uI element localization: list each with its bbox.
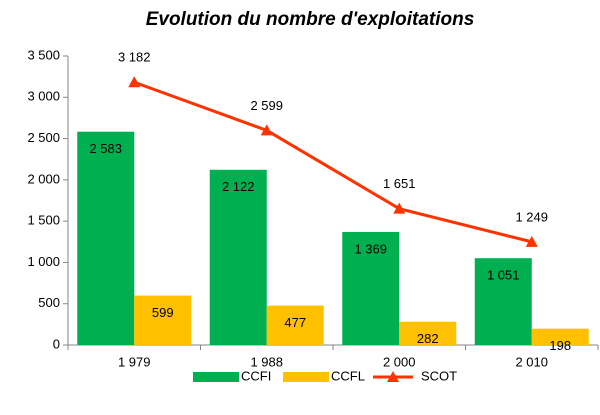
bar — [77, 131, 135, 345]
bar — [342, 231, 400, 345]
data-label: 3 182 — [118, 50, 151, 65]
data-label: 599 — [152, 305, 174, 320]
y-tick-label: 0 — [53, 336, 60, 351]
data-label: 1 651 — [383, 176, 416, 191]
legend-swatch — [193, 372, 239, 382]
line-marker — [128, 76, 141, 88]
line-marker — [525, 235, 538, 247]
y-tick-label: 1 500 — [27, 213, 60, 228]
data-label: 1 051 — [487, 268, 520, 283]
legend-label: CCFI — [241, 368, 271, 383]
x-tick-label: 1 988 — [250, 354, 283, 369]
legend-swatch — [283, 372, 329, 382]
x-tick-label: 2 000 — [383, 354, 416, 369]
data-label: 2 599 — [250, 98, 283, 113]
y-tick-label: 1 000 — [27, 254, 60, 269]
y-tick-label: 500 — [38, 295, 60, 310]
data-label: 2 583 — [89, 141, 122, 156]
legend-label: CCFL — [331, 368, 365, 383]
y-tick-label: 2 500 — [27, 130, 60, 145]
data-label: 282 — [417, 331, 439, 346]
data-label: 198 — [549, 338, 571, 353]
data-label: 2 122 — [222, 179, 255, 194]
x-tick-label: 1 979 — [118, 354, 151, 369]
legend-label: SCOT — [421, 368, 457, 383]
y-tick-label: 3 000 — [27, 89, 60, 104]
data-label: 1 369 — [354, 241, 387, 256]
y-tick-label: 2 000 — [27, 171, 60, 186]
chart-title: Evolution du nombre d'exploitations — [146, 9, 475, 30]
legend-marker — [387, 371, 399, 382]
line-marker — [393, 202, 406, 214]
data-label: 1 249 — [515, 209, 548, 224]
bar — [209, 169, 267, 345]
bar — [399, 321, 457, 345]
line — [133, 80, 533, 244]
bar — [474, 258, 532, 345]
data-label: 477 — [284, 315, 306, 330]
line-marker — [260, 124, 273, 136]
bar — [134, 295, 192, 345]
y-tick-label: 3 500 — [27, 47, 60, 62]
bar — [531, 328, 589, 345]
x-tick-label: 2 010 — [515, 354, 548, 369]
bar — [266, 305, 324, 345]
